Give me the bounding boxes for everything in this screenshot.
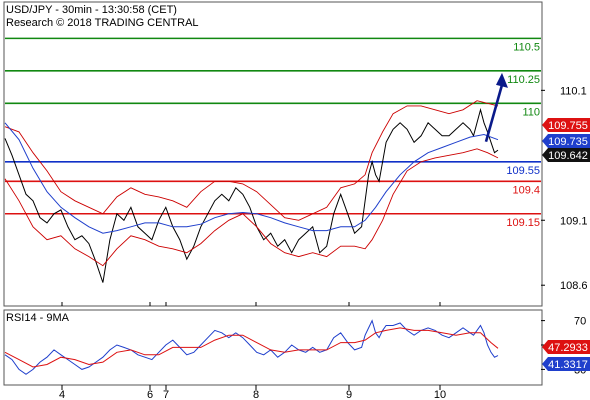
x-tick-label-5: 10 <box>434 389 446 400</box>
price-y-label-1: 109.1 <box>560 215 588 227</box>
chart-title: USD/JPY - 30min - 13:30:58 (CET) <box>6 4 177 16</box>
price-badges: 109.755 109.735 109.642 47.2933 41.3317 <box>542 118 590 371</box>
badge-bg-2 <box>542 148 590 162</box>
x-tick-label-3: 8 <box>253 389 259 400</box>
arrow-shaft <box>484 84 504 143</box>
badge-bg-1 <box>542 134 590 148</box>
rsi-series <box>4 319 499 375</box>
chart-credit: Research © 2018 TRADING CENTRAL <box>6 17 199 29</box>
series-upper_band <box>4 100 499 221</box>
level-label-4: 109.4 <box>512 184 540 196</box>
series-ma <box>4 122 499 234</box>
rsi-badge-label-1: 41.3317 <box>548 359 588 371</box>
badge-label-0: 109.755 <box>548 120 588 132</box>
series-price <box>4 107 499 283</box>
level-label-3: 109.55 <box>506 165 540 177</box>
badge-label-1: 109.735 <box>548 136 588 148</box>
level-label-5: 109.15 <box>506 217 540 229</box>
level-lines: 110.5 110.25 110 109.55 109.4 109.15 <box>5 37 541 229</box>
x-axis-ticks: 4 6 7 8 9 10 <box>59 302 446 400</box>
rsi-badge-label-0: 47.2933 <box>548 342 588 354</box>
price-panel-frame <box>3 1 543 307</box>
x-tick-label-0: 4 <box>59 389 65 400</box>
rsi-panel-frame <box>3 309 543 386</box>
x-tick-label-1: 6 <box>147 389 153 400</box>
series-lower_band <box>4 148 499 267</box>
rsi-y-label-0: 70 <box>574 316 586 328</box>
price-series <box>4 100 499 283</box>
arrow-head <box>496 72 508 88</box>
forecast-arrow <box>484 72 508 143</box>
level-label-0: 110.5 <box>513 41 540 53</box>
rsi-badge-bg-1 <box>542 357 590 371</box>
rsi-series-9MA <box>4 327 499 368</box>
x-tick-label-4: 9 <box>346 389 352 400</box>
x-tick-label-2: 7 <box>163 389 169 400</box>
rsi-series-RSI14 <box>4 319 499 375</box>
level-label-2: 110 <box>522 106 540 118</box>
price-y-label-2: 108.6 <box>560 280 588 292</box>
rsi-badge-bg-0 <box>542 340 590 354</box>
level-label-1: 110.25 <box>507 74 540 86</box>
price-y-label-0: 110.1 <box>560 85 587 97</box>
badge-label-2: 109.642 <box>548 150 588 162</box>
rsi-title: RSI14 - 9MA <box>6 312 70 324</box>
badge-bg-0 <box>542 118 590 132</box>
